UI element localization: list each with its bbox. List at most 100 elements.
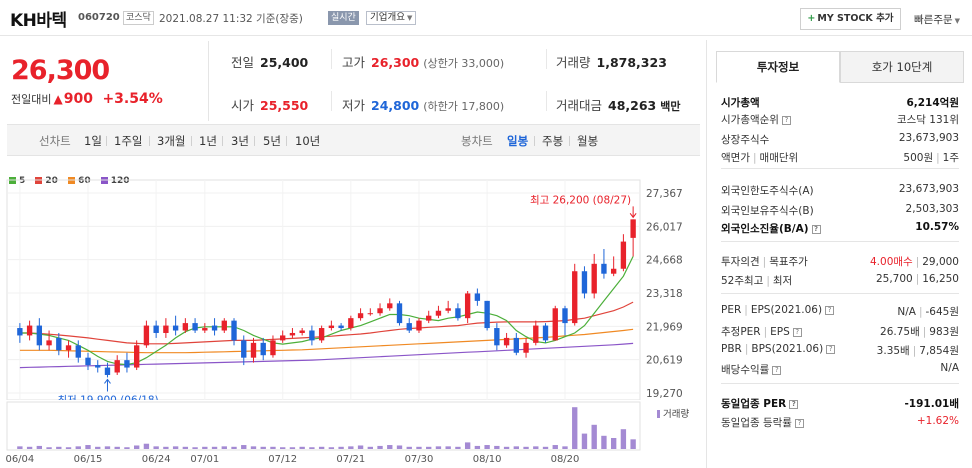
candle-body xyxy=(221,320,227,331)
pipe-separator: | xyxy=(936,152,940,164)
candle-body xyxy=(620,241,627,269)
info-row: 외국인한도주식수(A) 23,673,903 xyxy=(721,183,959,200)
plus-icon: + xyxy=(807,13,816,24)
help-icon[interactable]: ? xyxy=(825,305,835,315)
info-row: 액면가 | 매매단위 500원 | 1주 xyxy=(721,150,959,167)
help-icon[interactable]: ? xyxy=(826,344,836,354)
realtime-badge[interactable]: 실시간 xyxy=(328,11,359,25)
volume-bar xyxy=(85,445,91,449)
company-info-dropdown[interactable]: 기업개요 ▼ xyxy=(366,11,417,25)
volume-bar xyxy=(523,446,529,449)
info-row: 시가총액 6,214억원 xyxy=(721,95,959,112)
period-3y[interactable]: 3년 xyxy=(231,134,249,148)
candle-body xyxy=(503,337,510,346)
help-icon[interactable]: ? xyxy=(794,418,804,428)
period-5y[interactable]: 5년 xyxy=(263,134,281,148)
info-value: 6,214억원 xyxy=(906,95,959,110)
low-arrow-icon xyxy=(104,378,111,392)
help-icon[interactable]: ? xyxy=(789,399,799,409)
y-tick-label: 26,017 xyxy=(646,221,683,233)
info-value: 3.35배 | 7,854원 xyxy=(877,343,959,358)
info-value-1: 4.00매수 xyxy=(870,256,913,268)
divider xyxy=(546,49,547,69)
candle-body xyxy=(455,308,461,319)
period-10y[interactable]: 10년 xyxy=(295,134,321,148)
divider xyxy=(331,49,332,69)
candle-body xyxy=(357,313,364,319)
period-1w[interactable]: 1주일 xyxy=(114,134,143,148)
line-chart-label[interactable]: 선차트 xyxy=(39,134,71,148)
candle-body xyxy=(396,303,403,324)
info-value-2: -645원 xyxy=(925,306,960,318)
candle-chart-label[interactable]: 봉차트 xyxy=(461,134,493,148)
x-tick-label: 06/24 xyxy=(142,454,171,465)
volume-bar xyxy=(533,446,539,449)
info-tabs: 투자정보 호가 10단계 xyxy=(716,51,964,83)
volume-bar xyxy=(46,447,52,449)
y-tick-label: 24,668 xyxy=(646,255,683,267)
candle-body xyxy=(494,328,500,346)
tab-hoga-10[interactable]: 호가 10단계 xyxy=(840,51,964,83)
help-icon[interactable]: ? xyxy=(781,115,791,125)
info-label-2: EPS(2021.06) xyxy=(750,304,823,316)
candle-body xyxy=(299,330,305,333)
volume-bar xyxy=(211,446,218,449)
price-change: 전일대비 ▲900 +3.54% xyxy=(11,91,163,107)
candle-body xyxy=(542,325,549,341)
info-value-1: 3.35배 xyxy=(876,345,910,357)
tab-invest-info[interactable]: 투자정보 xyxy=(716,51,840,83)
my-stock-label: MY STOCK 추가 xyxy=(817,13,894,24)
x-tick-label: 08/20 xyxy=(551,454,580,465)
prev-close: 전일 25,400 xyxy=(231,52,308,71)
pipe-separator: | xyxy=(744,304,748,316)
high-value: 26,300 xyxy=(371,55,420,70)
divider xyxy=(546,91,547,111)
pipe-separator: | xyxy=(915,256,920,268)
volume-bar xyxy=(318,446,325,449)
caret-down-icon: ▼ xyxy=(954,17,961,25)
info-value-2: 7,854원 xyxy=(919,345,959,357)
prev-value: 25,400 xyxy=(260,55,309,70)
candle-body xyxy=(231,320,237,341)
candle-body xyxy=(124,360,130,368)
period-3m[interactable]: 3개월 xyxy=(157,134,186,148)
candle-body xyxy=(85,357,91,366)
candle-body xyxy=(309,330,315,341)
help-icon[interactable]: ? xyxy=(811,224,821,234)
info-label-2: 최저 xyxy=(772,275,793,287)
legend-label: 120 xyxy=(110,176,130,186)
candle-body xyxy=(202,328,208,331)
volume-bar xyxy=(552,445,558,449)
volume-bar xyxy=(182,446,189,449)
candle-body xyxy=(328,325,335,329)
candle-body xyxy=(601,263,607,274)
info-label-2: BPS(2021.06) xyxy=(751,343,824,355)
volume-bar xyxy=(114,446,120,449)
candle-body xyxy=(192,323,198,331)
period-1d[interactable]: 1일 xyxy=(84,134,102,148)
volume-bar xyxy=(503,446,510,449)
volume-chart[interactable]: 거래량 06/04 06/15 06/24 07/01 07/12 07/21 07/30 08… xyxy=(0,400,700,468)
candlestick-chart[interactable]: 27,367 26,017 24,668 23,318 21,969 20,619 19,2… xyxy=(0,160,700,400)
volume-bar xyxy=(241,445,247,449)
help-icon[interactable]: ? xyxy=(792,327,802,337)
period-1y[interactable]: 1년 xyxy=(199,134,217,148)
info-label: 외국인보유주식수(B) xyxy=(721,205,814,217)
candle-body xyxy=(46,340,52,346)
candle-weekly[interactable]: 주봉 xyxy=(542,134,564,148)
low-label: 저가 xyxy=(342,98,366,113)
my-stock-add-button[interactable]: + MY STOCK 추가 xyxy=(800,8,901,30)
stock-name: KH바텍 xyxy=(10,11,67,31)
help-icon[interactable]: ? xyxy=(772,365,782,375)
candle-body xyxy=(348,318,354,329)
compare-label: 전일대비 xyxy=(11,93,52,106)
quick-order-dropdown[interactable]: 빠른주문 ▼ xyxy=(914,12,960,27)
volume-bar xyxy=(445,446,451,449)
candle-monthly[interactable]: 월봉 xyxy=(577,134,599,148)
x-tick-label: 06/15 xyxy=(74,454,103,465)
up-triangle-icon: ▲ xyxy=(53,92,63,106)
info-value: N/A xyxy=(940,362,959,374)
candle-body xyxy=(630,219,636,238)
candle-daily[interactable]: 일봉 xyxy=(507,134,529,148)
section-divider xyxy=(721,383,959,384)
